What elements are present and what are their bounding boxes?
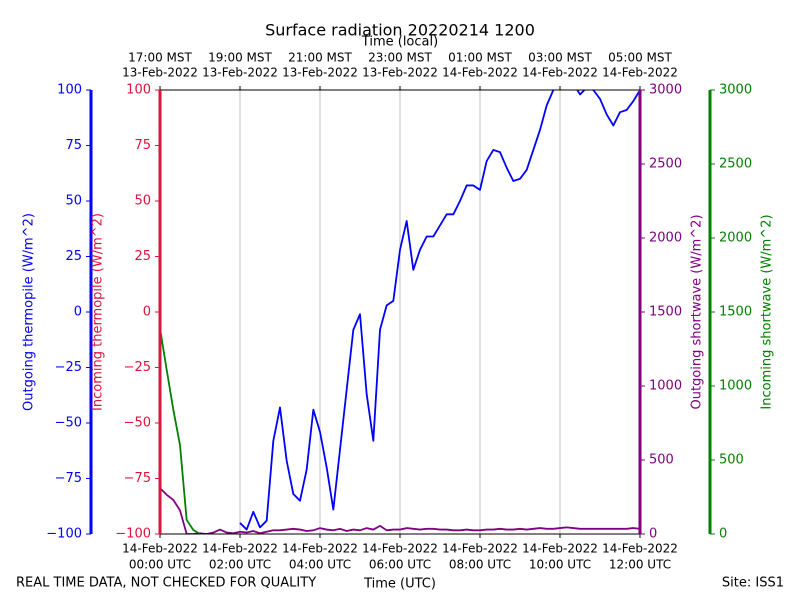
x-tick-label: 04:00 UTC xyxy=(289,558,351,572)
y-tick-label: 500 xyxy=(719,453,744,468)
x-tick-label: 14-Feb-2022 xyxy=(442,542,518,556)
x2-tick-label: 13-Feb-2022 xyxy=(362,66,438,80)
x-tick-label: 02:00 UTC xyxy=(209,558,271,572)
x-tick-label: 14-Feb-2022 xyxy=(282,542,358,556)
y-tick-label: 2000 xyxy=(719,231,752,246)
y-tick-label: −25 xyxy=(55,360,82,375)
x2-tick-label: 13-Feb-2022 xyxy=(282,66,358,80)
y-tick-label: 2500 xyxy=(649,157,682,172)
x2-tick-label: 13-Feb-2022 xyxy=(202,66,278,80)
y-tick-label: 1500 xyxy=(649,305,682,320)
site-label: Site: ISS1 xyxy=(722,576,784,591)
y-axis-label: Incoming shortwave (W/m^2) xyxy=(760,214,775,409)
x-tick-label: 14-Feb-2022 xyxy=(122,542,198,556)
x2-tick-label: 01:00 MST xyxy=(448,51,512,65)
y-tick-label: 0 xyxy=(649,527,657,542)
grid xyxy=(159,90,641,534)
x-tick-label: 06:00 UTC xyxy=(369,558,431,572)
x-tick-label: 14-Feb-2022 xyxy=(202,542,278,556)
x2-tick-label: 17:00 MST xyxy=(128,51,192,65)
x2-tick-label: 21:00 MST xyxy=(288,51,352,65)
series-line xyxy=(239,90,640,531)
x-tick-label: 10:00 UTC xyxy=(529,558,591,572)
y-axis-label: Outgoing thermopile (W/m^2) xyxy=(22,213,37,411)
y-tick-label: 3000 xyxy=(649,83,682,98)
x2-tick-label: 13-Feb-2022 xyxy=(122,66,198,80)
x-tick-label: 12:00 UTC xyxy=(609,558,671,572)
y-tick-label: 75 xyxy=(134,138,151,153)
y-tick-label: 0 xyxy=(74,305,82,320)
y-tick-label: 3000 xyxy=(719,83,752,98)
x2-tick-label: 05:00 MST xyxy=(608,51,672,65)
x2-tick-label: 23:00 MST xyxy=(368,51,432,65)
series-line xyxy=(160,487,640,534)
y-axis-label: Incoming thermopile (W/m^2) xyxy=(91,213,106,411)
y-tick-label: 50 xyxy=(65,194,82,209)
y-tick-label: 2000 xyxy=(649,231,682,246)
x-tick-label: 14-Feb-2022 xyxy=(522,542,598,556)
x2-axis-label: Time (local) xyxy=(361,35,438,50)
x2-tick-label: 14-Feb-2022 xyxy=(602,66,678,80)
y-tick-label: 2500 xyxy=(719,157,752,172)
y-tick-label: 1000 xyxy=(719,379,752,394)
x-axis-label: Time (UTC) xyxy=(363,577,436,592)
series-line xyxy=(160,328,201,534)
y-tick-label: −50 xyxy=(55,416,82,431)
x2-tick-label: 14-Feb-2022 xyxy=(522,66,598,80)
y-tick-label: 75 xyxy=(65,138,82,153)
y-tick-label: 1500 xyxy=(719,305,752,320)
y-tick-label: 1000 xyxy=(649,379,682,394)
y-tick-label: 0 xyxy=(719,527,727,542)
x-tick-label: 14-Feb-2022 xyxy=(362,542,438,556)
x-tick-label: 14-Feb-2022 xyxy=(602,542,678,556)
x-tick-label: 08:00 UTC xyxy=(449,558,511,572)
axes: 14-Feb-2022 00:00 UTC 14-Feb-2022 02:00 UTC… xyxy=(22,51,775,572)
x2-tick-label: 14-Feb-2022 xyxy=(442,66,518,80)
y-tick-label: 100 xyxy=(57,83,82,98)
footer-note: REAL TIME DATA, NOT CHECKED FOR QUALITY xyxy=(16,576,316,591)
y-tick-label: 25 xyxy=(134,249,151,264)
chart-title: Surface radiation 20220214 1200 xyxy=(265,21,535,40)
x2-tick-label: 19:00 MST xyxy=(208,51,272,65)
y-tick-label: 500 xyxy=(649,453,674,468)
y-tick-label: 50 xyxy=(134,194,151,209)
y-tick-label: −50 xyxy=(124,416,151,431)
y-axis-label: Outgoing shortwave (W/m^2) xyxy=(690,214,705,409)
y-tick-label: −100 xyxy=(115,527,151,542)
y-tick-label: −100 xyxy=(46,527,82,542)
y-tick-label: −25 xyxy=(124,360,151,375)
x-tick-label: 00:00 UTC xyxy=(129,558,191,572)
x2-tick-label: 03:00 MST xyxy=(528,51,592,65)
y-tick-label: 100 xyxy=(126,83,151,98)
y-tick-label: 25 xyxy=(65,249,82,264)
y-tick-label: 0 xyxy=(143,305,151,320)
y-tick-label: −75 xyxy=(124,471,151,486)
plot-lines xyxy=(160,90,640,534)
y-tick-label: −75 xyxy=(55,471,82,486)
